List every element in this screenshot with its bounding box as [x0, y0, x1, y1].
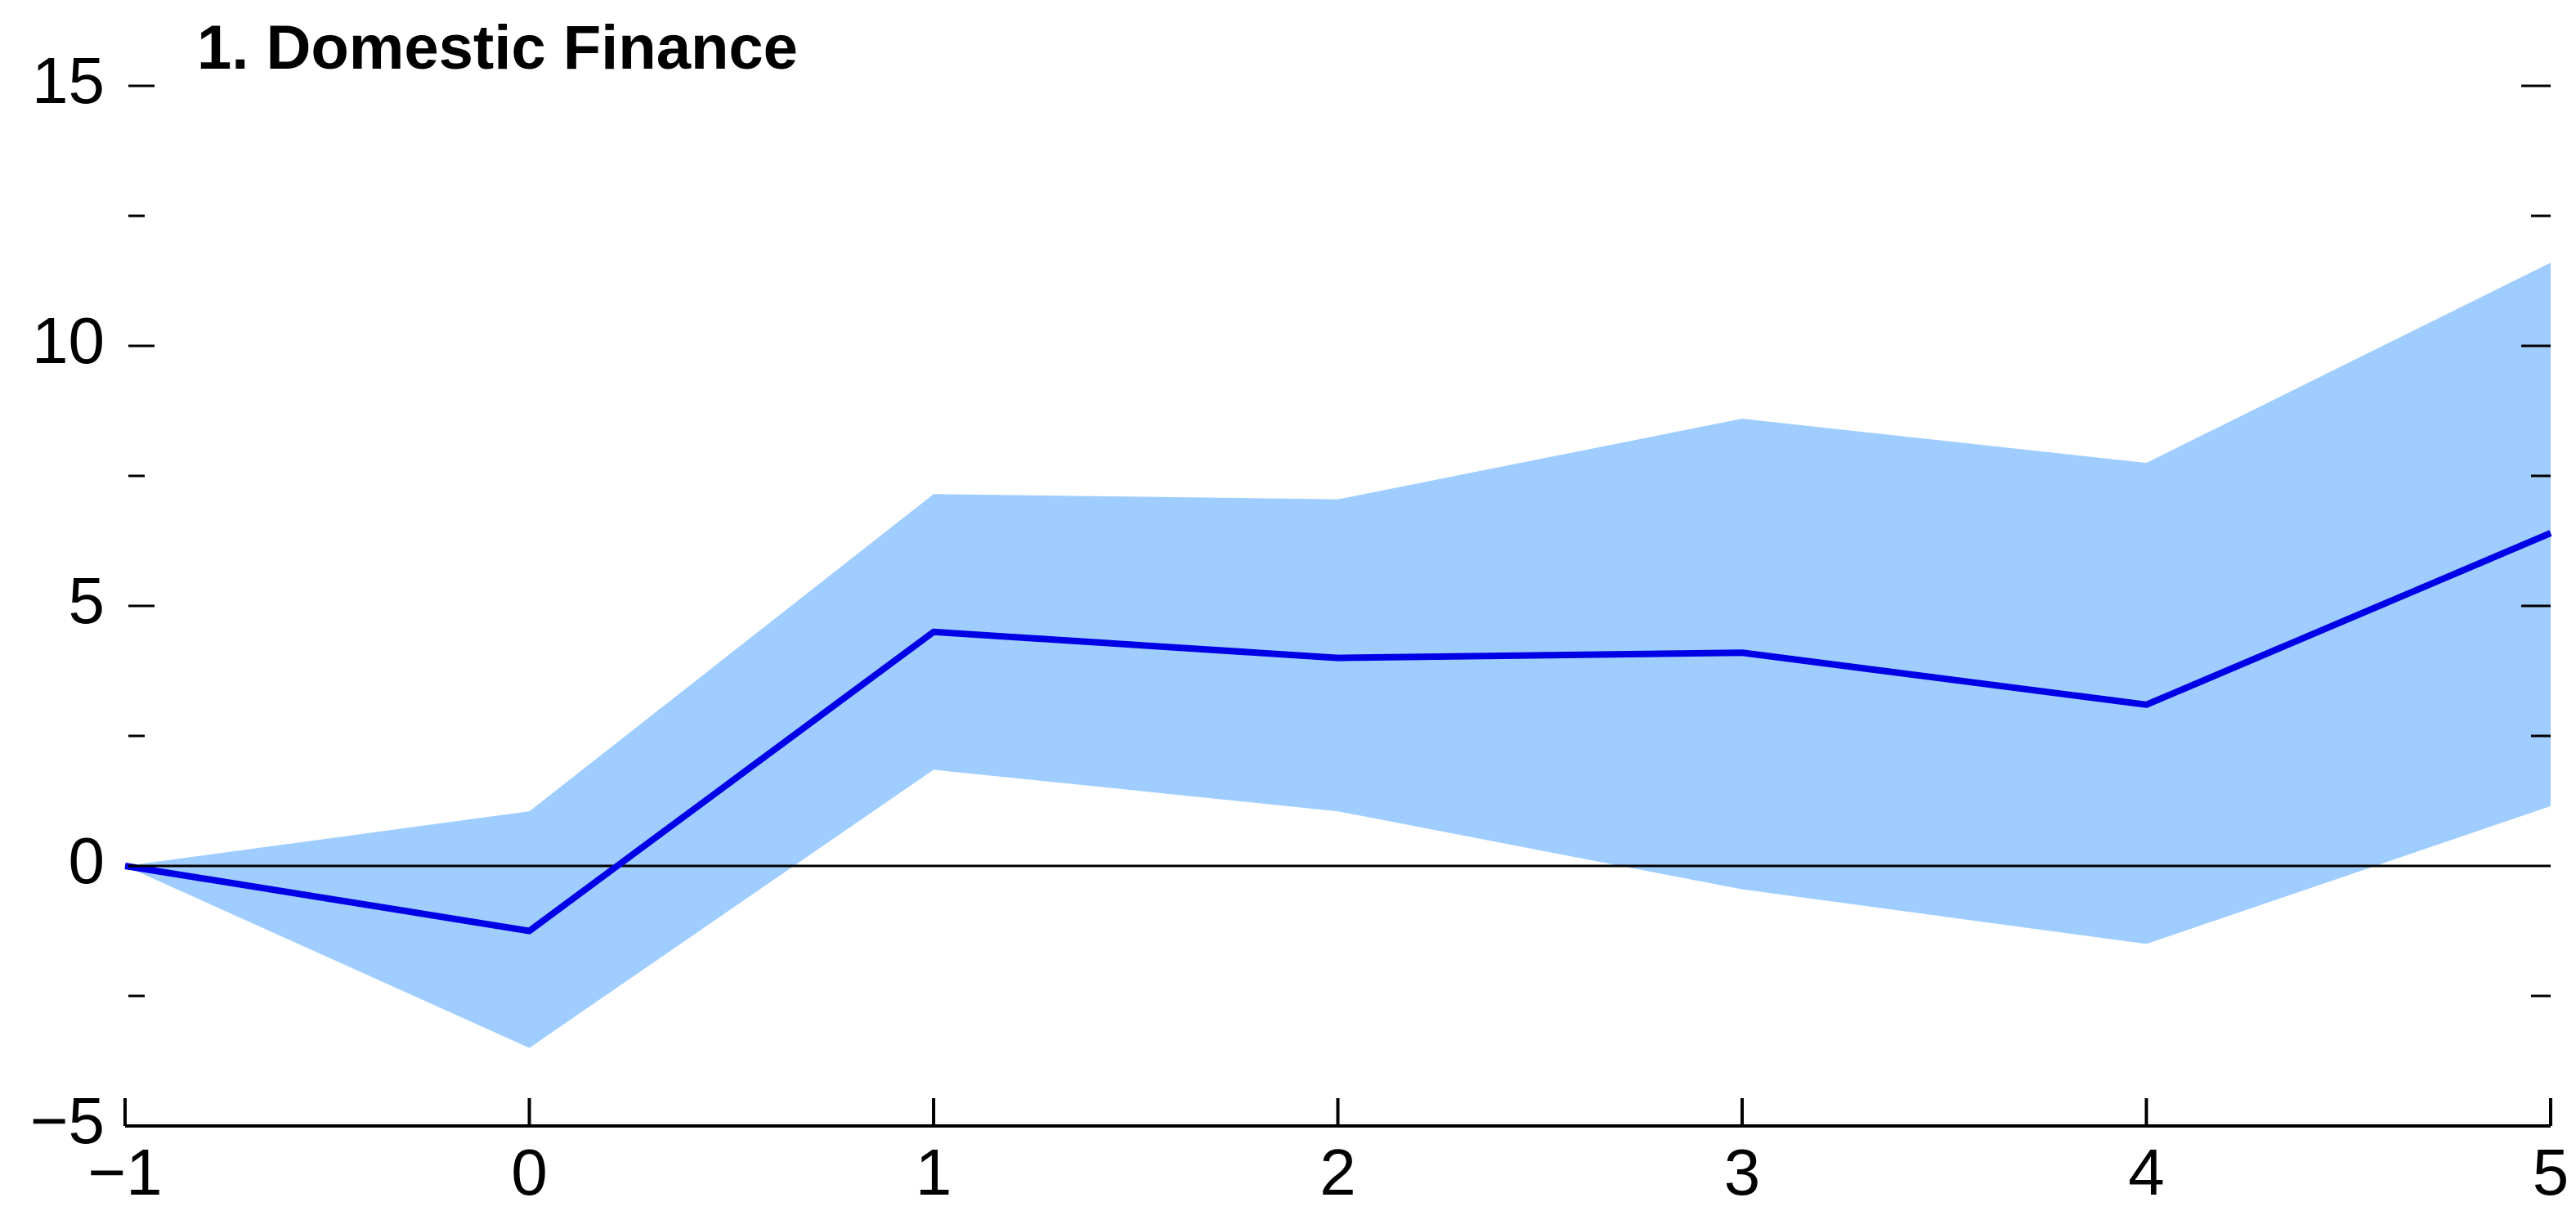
x-tick-label: 2 — [1319, 1136, 1356, 1209]
chart-title: 1. Domestic Finance — [197, 13, 798, 83]
y-tick-label: 15 — [32, 44, 105, 117]
y-tick-label: −5 — [30, 1084, 105, 1157]
x-tick-label: 3 — [1724, 1136, 1761, 1209]
x-tick-label: 5 — [2533, 1136, 2569, 1209]
x-tick-label: 1 — [916, 1136, 952, 1209]
y-tick-label: 10 — [32, 304, 105, 377]
x-tick-label: 4 — [2128, 1136, 2165, 1209]
line — [124, 530, 2552, 935]
x-tick-label: −1 — [87, 1136, 162, 1209]
y-tick-label: 5 — [69, 564, 105, 637]
y-tick-label: 0 — [69, 824, 105, 897]
x-tick-label: 0 — [511, 1136, 548, 1209]
